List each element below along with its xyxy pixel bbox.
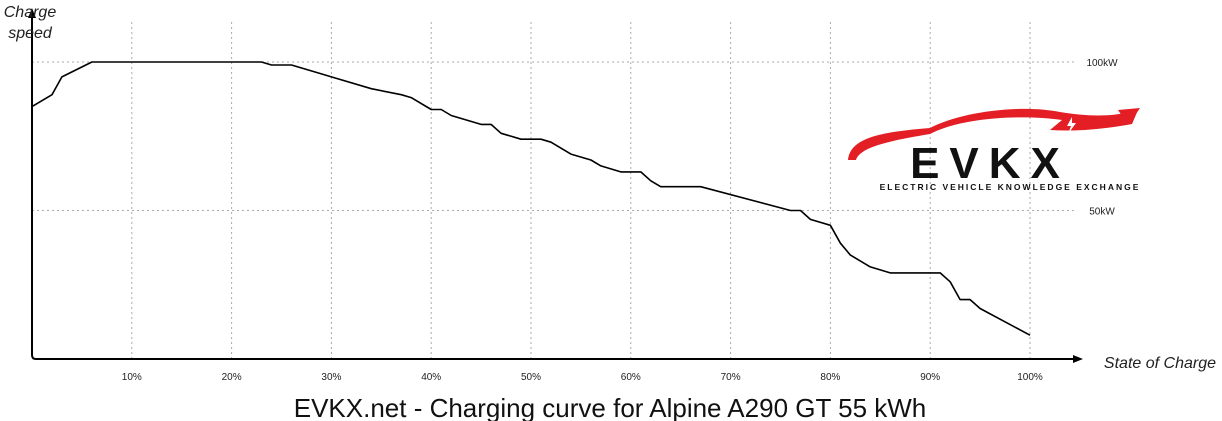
y-axis-title-line2: speed xyxy=(8,25,53,42)
x-tick-label: 80% xyxy=(820,372,840,383)
logo-wordmark: EVKX xyxy=(910,139,1070,188)
x-tick-label: 70% xyxy=(721,372,741,383)
x-tick-label: 30% xyxy=(321,372,341,383)
x-axis-title: State of Charge xyxy=(1104,355,1216,372)
x-tick-labels: 10% 20% 30% 40% 50% 60% 70% 80% 90% 100% xyxy=(122,372,1043,383)
x-tick-label: 60% xyxy=(621,372,641,383)
x-tick-label: 10% xyxy=(122,372,142,383)
x-tick-label: 100% xyxy=(1017,372,1043,383)
x-tick-label: 90% xyxy=(920,372,940,383)
series-line xyxy=(31,61,1031,336)
logo-bolt-icon xyxy=(1067,117,1076,134)
axis-lines xyxy=(31,16,1075,360)
x-tick-label: 20% xyxy=(222,372,242,383)
y-tick-label: 100kW xyxy=(1086,58,1118,69)
y-axis-arrow-icon xyxy=(28,8,36,18)
y-tick-labels: 50kW 100kW xyxy=(1086,58,1118,218)
axes xyxy=(28,8,1083,363)
x-tick-label: 50% xyxy=(521,372,541,383)
evkx-logo: EVKX ELECTRIC VEHICLE KNOWLEDGE EXCHANGE xyxy=(848,108,1140,192)
logo-car-swoosh-icon xyxy=(848,108,1138,160)
y-tick-label: 50kW xyxy=(1089,207,1115,218)
y-axis-title-line1: Charge xyxy=(4,4,57,21)
x-tick-label: 40% xyxy=(421,372,441,383)
series-layer xyxy=(31,61,1031,336)
logo-spoiler-icon xyxy=(1118,108,1140,116)
x-axis-arrow-icon xyxy=(1073,355,1083,363)
grid xyxy=(32,22,1075,359)
logo-tagline: ELECTRIC VEHICLE KNOWLEDGE EXCHANGE xyxy=(880,182,1141,192)
chart-title: EVKX.net - Charging curve for Alpine A29… xyxy=(294,393,927,421)
